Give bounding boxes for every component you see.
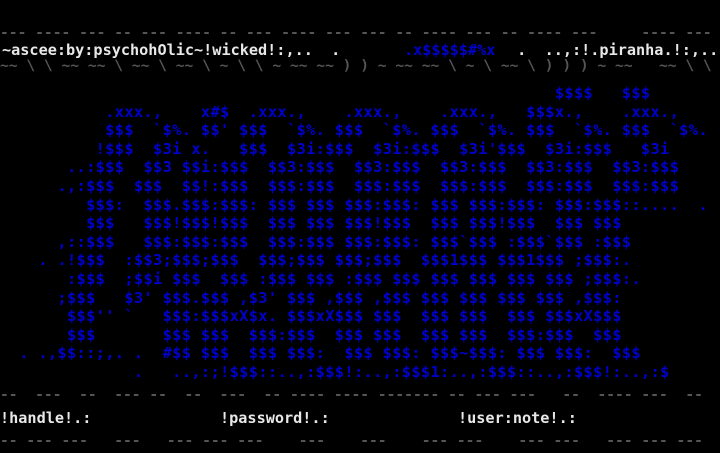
password-field-label[interactable]: !password!.: <box>220 409 330 427</box>
top-divider-rule: --- ---- --- -- --- ---- -- --- ---- ---… <box>0 24 712 41</box>
handle-field-label[interactable]: !handle!.: <box>0 409 92 427</box>
ansi-art-line: .xxx., x#$ .xxx., .xxx., .xxx., $$$x., .… <box>0 102 680 121</box>
group-credit-label: . ..,:!.piranha.!:,.. . <box>517 41 719 59</box>
ansi-art-line: . .,$$::;,. . #$$ $$$ $$$ $$$: $$$ $$$: … <box>0 344 641 363</box>
ansi-art-line: ,::$$$ $$$:$$$:$$$ $$$:$$$ $$$:$$$: $$$`… <box>0 232 632 251</box>
ansi-art-line: .,:$$$ $$$ $$!:$$$ $$$:$$$ $$$:$$$ $$$:$… <box>0 176 680 195</box>
ansi-art-line: :$$$ ;$$i $$$ $$$ :$$$ $$$ :$$$ $$$ $$$ … <box>0 269 641 288</box>
header-band: --- ---- --- -- --- ---- -- --- ---- ---… <box>0 24 720 74</box>
ansi-art-line: ..:$$$ $$3 $$i:$$$ $$3:$$$ $$3:$$$ $$3:$… <box>0 158 680 177</box>
ansi-art-line: $$$ $$$ $$$ $$$:$$$ $$$ $$$ $$$ $$$ $$$:… <box>0 325 622 344</box>
user-note-field-label[interactable]: !user:note!.: <box>458 409 577 427</box>
header-text-row: ~ascee:by:psychohOlic~!wicked!:,.. . .x$… <box>0 39 720 61</box>
login-field-row: !handle!.: !password!.: !user:note!.: <box>0 407 720 431</box>
ansi-art-line: $$$ `$%. $$' $$$ `$%. $$$ `$%. $$$ `$%. … <box>0 121 708 140</box>
ansi-art-line: $$$ $$$!$$$!$$$ $$$ $$$ $$$!$$$ $$$ $$$!… <box>0 214 622 233</box>
ansi-art-line: !$$$ $3i x. $$$ $3i:$$$ $3i:$$$ $3i'$$$ … <box>0 139 670 158</box>
mid-divider-rule: -- --- -- --- -- -- --- -- ---- ---- ---… <box>0 386 703 403</box>
ansi-art-line: . .!$$$ :$$3;$$$;$$$ $$$;$$$ $$$;$$$ $$$… <box>0 251 632 270</box>
header-dollar-ornament: .x$$$$$#%x <box>404 41 496 59</box>
squiggle-divider-rule: ~~ \ \ ~~ ~~ \ ~~ \ ~~ \ ~ \ \ ~ ~~ ~~ )… <box>0 57 712 74</box>
artist-credit-label: ~ascee:by:psychohOlic~!wicked!:,.. . <box>2 41 341 59</box>
ansi-art-banner: $$$$ $$$ .xxx., x#$ .xxx., .xxx., .xxx.,… <box>0 84 720 384</box>
bottom-divider-rule: -- --- --- --- --- --- --- --- --- --- -… <box>0 432 703 449</box>
ansi-art-line: . ..,:;!$$$::..,:$$$!:..,:$$$1:..,:$$$::… <box>0 362 670 381</box>
ansi-art-line: $$$: $$$.$$$:$$$: $$$ $$$ $$$:$$$: $$$ $… <box>0 195 708 214</box>
ansi-art-line: ;$$$ $3' $$$.$$$ ,$3' $$$ ,$$$ ,$$$ $$$ … <box>0 288 622 307</box>
ansi-art-line: $$$'' ` $$$:$$$xX$x. $$$xX$$$ $$$ $$$ $$… <box>0 307 622 326</box>
ansi-art-line: $$$$ $$$ <box>0 84 651 102</box>
